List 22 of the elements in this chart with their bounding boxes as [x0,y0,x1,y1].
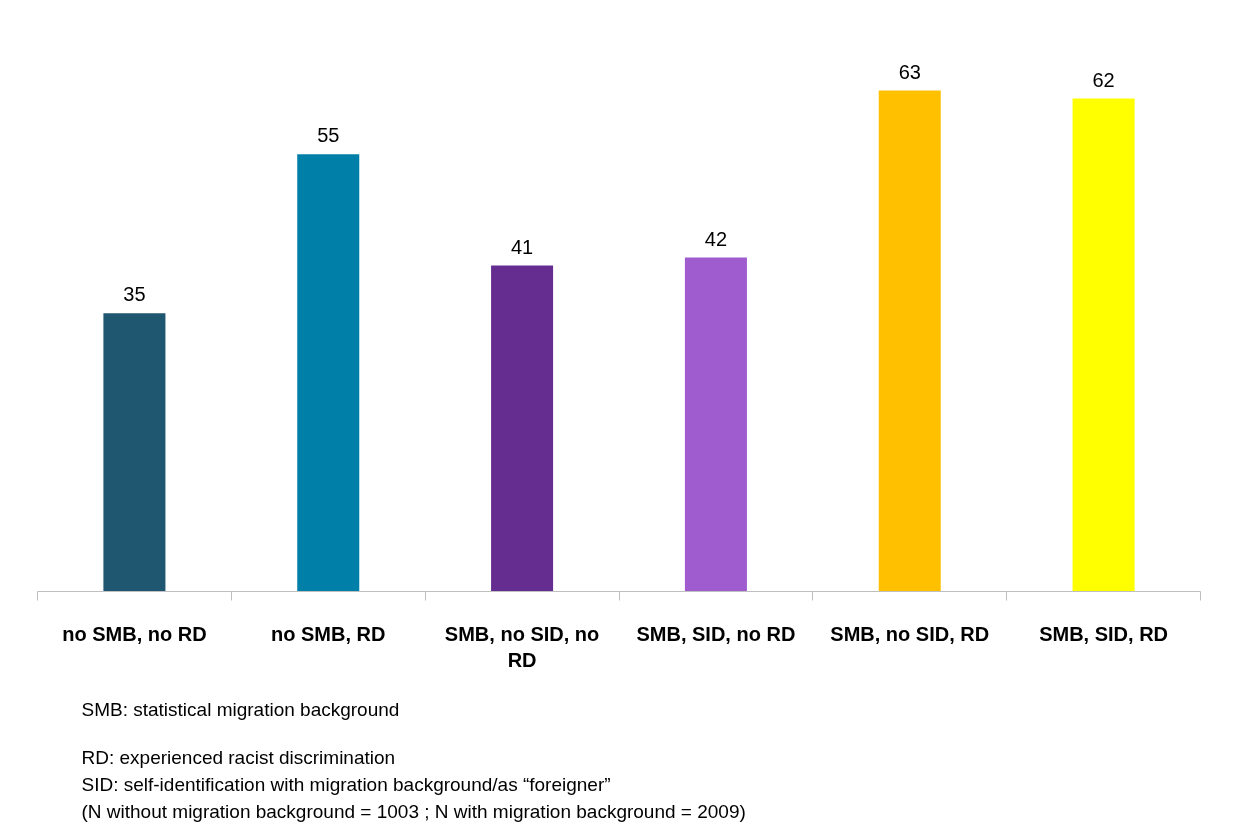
x-tick-label: SMB, SID, RD [1039,622,1169,645]
x-tick-label: SMB, no SID, RD [830,622,990,645]
bar [297,154,360,592]
x-tick-label: no SMB, RD [271,622,386,645]
data-label: 42 [704,227,728,250]
bar [1072,98,1135,592]
bar [684,257,747,592]
bar [103,313,166,592]
text: (N without migration background = 1003 ; N with migration background = 2009) [81,800,746,822]
bar [491,265,554,592]
data-label: 35 [123,283,146,306]
bar [878,90,941,592]
data-label: 55 [317,124,340,147]
x-tick-label: SMB, no SID, no RD [444,622,600,671]
text: SID: self-identification with migration background/as “foreigner” [81,773,611,795]
data-label: 63 [898,60,921,83]
data-label: 62 [1092,68,1115,91]
text: RD: experienced racist discrimination [81,746,396,768]
x-tick-label: SMB, SID, no RD [636,622,796,645]
text: SMB: statistical migration background [81,698,400,720]
data-label: 41 [510,235,534,258]
x-tick-label: no SMB, no RD [62,622,207,645]
